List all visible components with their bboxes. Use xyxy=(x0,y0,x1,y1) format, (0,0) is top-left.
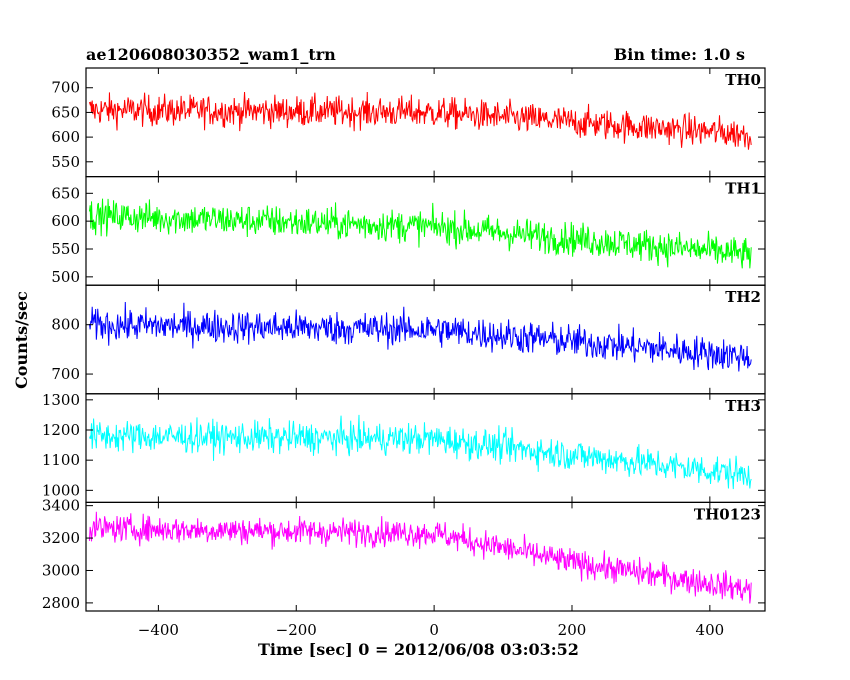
y-tick-label-th0123: 3000 xyxy=(42,561,80,579)
y-tick-label-th1: 500 xyxy=(51,268,80,286)
x-tick-label: 0 xyxy=(429,621,439,639)
panel-label-th3: TH3 xyxy=(725,397,761,415)
y-tick-label-th0123: 3400 xyxy=(42,497,80,515)
x-tick-label: −400 xyxy=(138,621,179,639)
y-tick-label-th3: 1000 xyxy=(42,481,80,499)
series-line-th2 xyxy=(88,301,752,372)
y-tick-label-th0: 550 xyxy=(51,153,80,171)
x-axis-label: Time [sec] 0 = 2012/06/08 03:03:52 xyxy=(258,640,579,659)
y-tick-label-th2: 700 xyxy=(51,365,80,383)
bin-time-label: Bin time: 1.0 s xyxy=(613,45,745,64)
panel-label-th1: TH1 xyxy=(725,180,761,198)
panel-label-th0: TH0 xyxy=(725,71,761,89)
panel-label-th2: TH2 xyxy=(725,288,761,306)
series-line-th0123 xyxy=(88,511,752,604)
panel-label-th0123: TH0123 xyxy=(694,505,761,523)
y-tick-label-th2: 800 xyxy=(51,316,80,334)
y-tick-label-th1: 600 xyxy=(51,212,80,230)
panel-frame-th3 xyxy=(85,393,766,503)
chart-title: ae120608030352_wam1_trn xyxy=(86,45,336,64)
panel-frame-th0123 xyxy=(85,501,766,612)
series-line-th3 xyxy=(88,414,752,490)
y-tick-label-th1: 650 xyxy=(51,184,80,202)
y-tick-label-th1: 550 xyxy=(51,240,80,258)
series-line-th0 xyxy=(88,92,752,150)
y-tick-label-th3: 1100 xyxy=(42,451,80,469)
y-tick-label-th0: 600 xyxy=(51,128,80,146)
y-tick-label-th0: 650 xyxy=(51,103,80,121)
y-tick-label-th0123: 3200 xyxy=(42,529,80,547)
panel-frame-th1 xyxy=(85,176,766,286)
y-tick-label-th3: 1300 xyxy=(42,391,80,409)
y-tick-label-th0123: 2800 xyxy=(42,594,80,612)
y-axis-label: Counts/sec xyxy=(12,291,31,389)
y-tick-label-th0: 700 xyxy=(51,79,80,97)
x-tick-label: 200 xyxy=(558,621,587,639)
series-line-th1 xyxy=(88,198,752,269)
x-tick-label: −200 xyxy=(276,621,317,639)
y-tick-label-th3: 1200 xyxy=(42,421,80,439)
x-tick-label: 400 xyxy=(696,621,725,639)
